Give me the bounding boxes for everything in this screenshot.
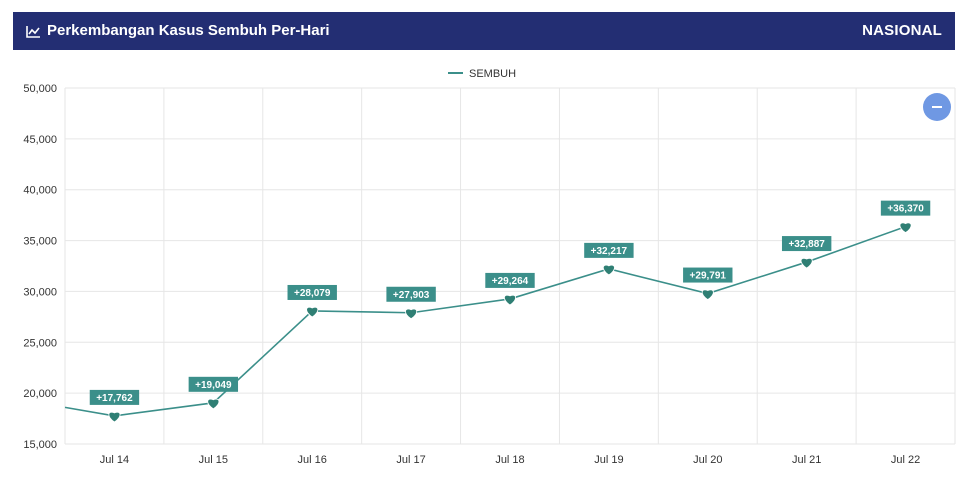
x-tick-label: Jul 21 — [792, 454, 821, 466]
x-tick-label: Jul 20 — [693, 454, 722, 466]
data-label: +27,903 — [393, 290, 430, 301]
data-label: +36,370 — [887, 204, 924, 215]
heart-icon — [207, 398, 220, 410]
data-label: +17,762 — [96, 393, 133, 404]
y-tick-label: 15,000 — [23, 439, 57, 451]
data-label-box — [781, 236, 832, 252]
heart-icon — [108, 411, 121, 423]
x-tick-label: Jul 18 — [495, 454, 524, 466]
header-title-group: Perkembangan Kasus Sembuh Per-Hari — [26, 12, 330, 50]
scope-label: NASIONAL — [862, 22, 942, 39]
data-label-box — [188, 376, 239, 392]
data-label: +29,791 — [690, 271, 727, 282]
data-label: +29,264 — [492, 276, 529, 287]
y-tick-label: 30,000 — [23, 286, 57, 298]
data-label: +19,049 — [195, 380, 232, 391]
heart-icon — [701, 289, 714, 301]
x-tick-label: Jul 16 — [298, 454, 327, 466]
y-tick-label: 45,000 — [23, 134, 57, 146]
x-tick-label: Jul 14 — [100, 454, 129, 466]
data-label-box — [89, 389, 140, 405]
series-line-sembuh — [64, 225, 906, 417]
data-label-box — [683, 267, 733, 283]
data-label: +32,887 — [788, 239, 825, 250]
data-label: +28,079 — [294, 288, 331, 299]
x-tick-label: Jul 19 — [594, 454, 623, 466]
zoom-out-button[interactable] — [923, 93, 951, 121]
y-tick-label: 50,000 — [23, 83, 57, 95]
page-title: Perkembangan Kasus Sembuh Per-Hari — [47, 22, 330, 39]
heart-icon — [306, 306, 319, 318]
heart-icon — [503, 294, 517, 306]
y-tick-label: 20,000 — [23, 388, 57, 400]
x-tick-label: Jul 15 — [199, 454, 228, 466]
data-label-box — [485, 272, 535, 288]
heart-icon — [899, 222, 912, 234]
y-tick-label: 40,000 — [23, 185, 57, 197]
x-tick-label: Jul 17 — [396, 454, 425, 466]
heart-icon — [602, 264, 615, 276]
data-label: +32,217 — [591, 246, 628, 257]
data-label-box — [584, 242, 634, 258]
data-label-box — [386, 286, 436, 302]
x-tick-label: Jul 22 — [891, 454, 920, 466]
line-chart-icon — [26, 25, 41, 38]
data-label-box — [287, 284, 337, 300]
legend-label: SEMBUH — [469, 68, 516, 80]
y-tick-label: 35,000 — [23, 236, 57, 248]
chart-header: Perkembangan Kasus Sembuh Per-Hari NASIO… — [13, 12, 955, 50]
heart-icon — [800, 257, 813, 269]
heart-icon — [405, 308, 418, 320]
data-label-box — [880, 200, 931, 216]
y-tick-label: 25,000 — [23, 337, 57, 349]
